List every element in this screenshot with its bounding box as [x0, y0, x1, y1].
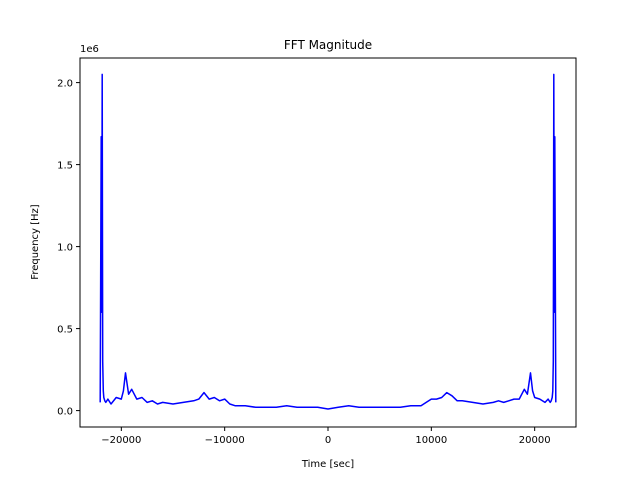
- x-tick-label: 20000: [519, 435, 551, 446]
- y-tick-label: 1.0: [57, 243, 73, 254]
- chart-title: FFT Magnitude: [284, 38, 372, 52]
- x-tick-label: −10000: [205, 435, 245, 446]
- x-axis-label: Time [sec]: [301, 459, 354, 470]
- y-axis-label: Frequency [Hz]: [30, 204, 41, 280]
- series-line-0: [99, 73, 557, 410]
- y-tick-label: 0.5: [57, 325, 73, 336]
- x-tick-label: 10000: [415, 435, 447, 446]
- y-tick-label: 2.0: [57, 79, 73, 90]
- y-tick-label: 1.5: [57, 161, 73, 172]
- plot-area: −20000 −10000 0 10000 20000 0.0 0.5 1.0 1.5 2.0: [57, 57, 577, 446]
- x-tick-label: −20000: [101, 435, 141, 446]
- y-tick-label: 0.0: [57, 407, 73, 418]
- x-tick-label: 0: [325, 435, 331, 446]
- y-axis-offset-label: 1e6: [80, 44, 99, 55]
